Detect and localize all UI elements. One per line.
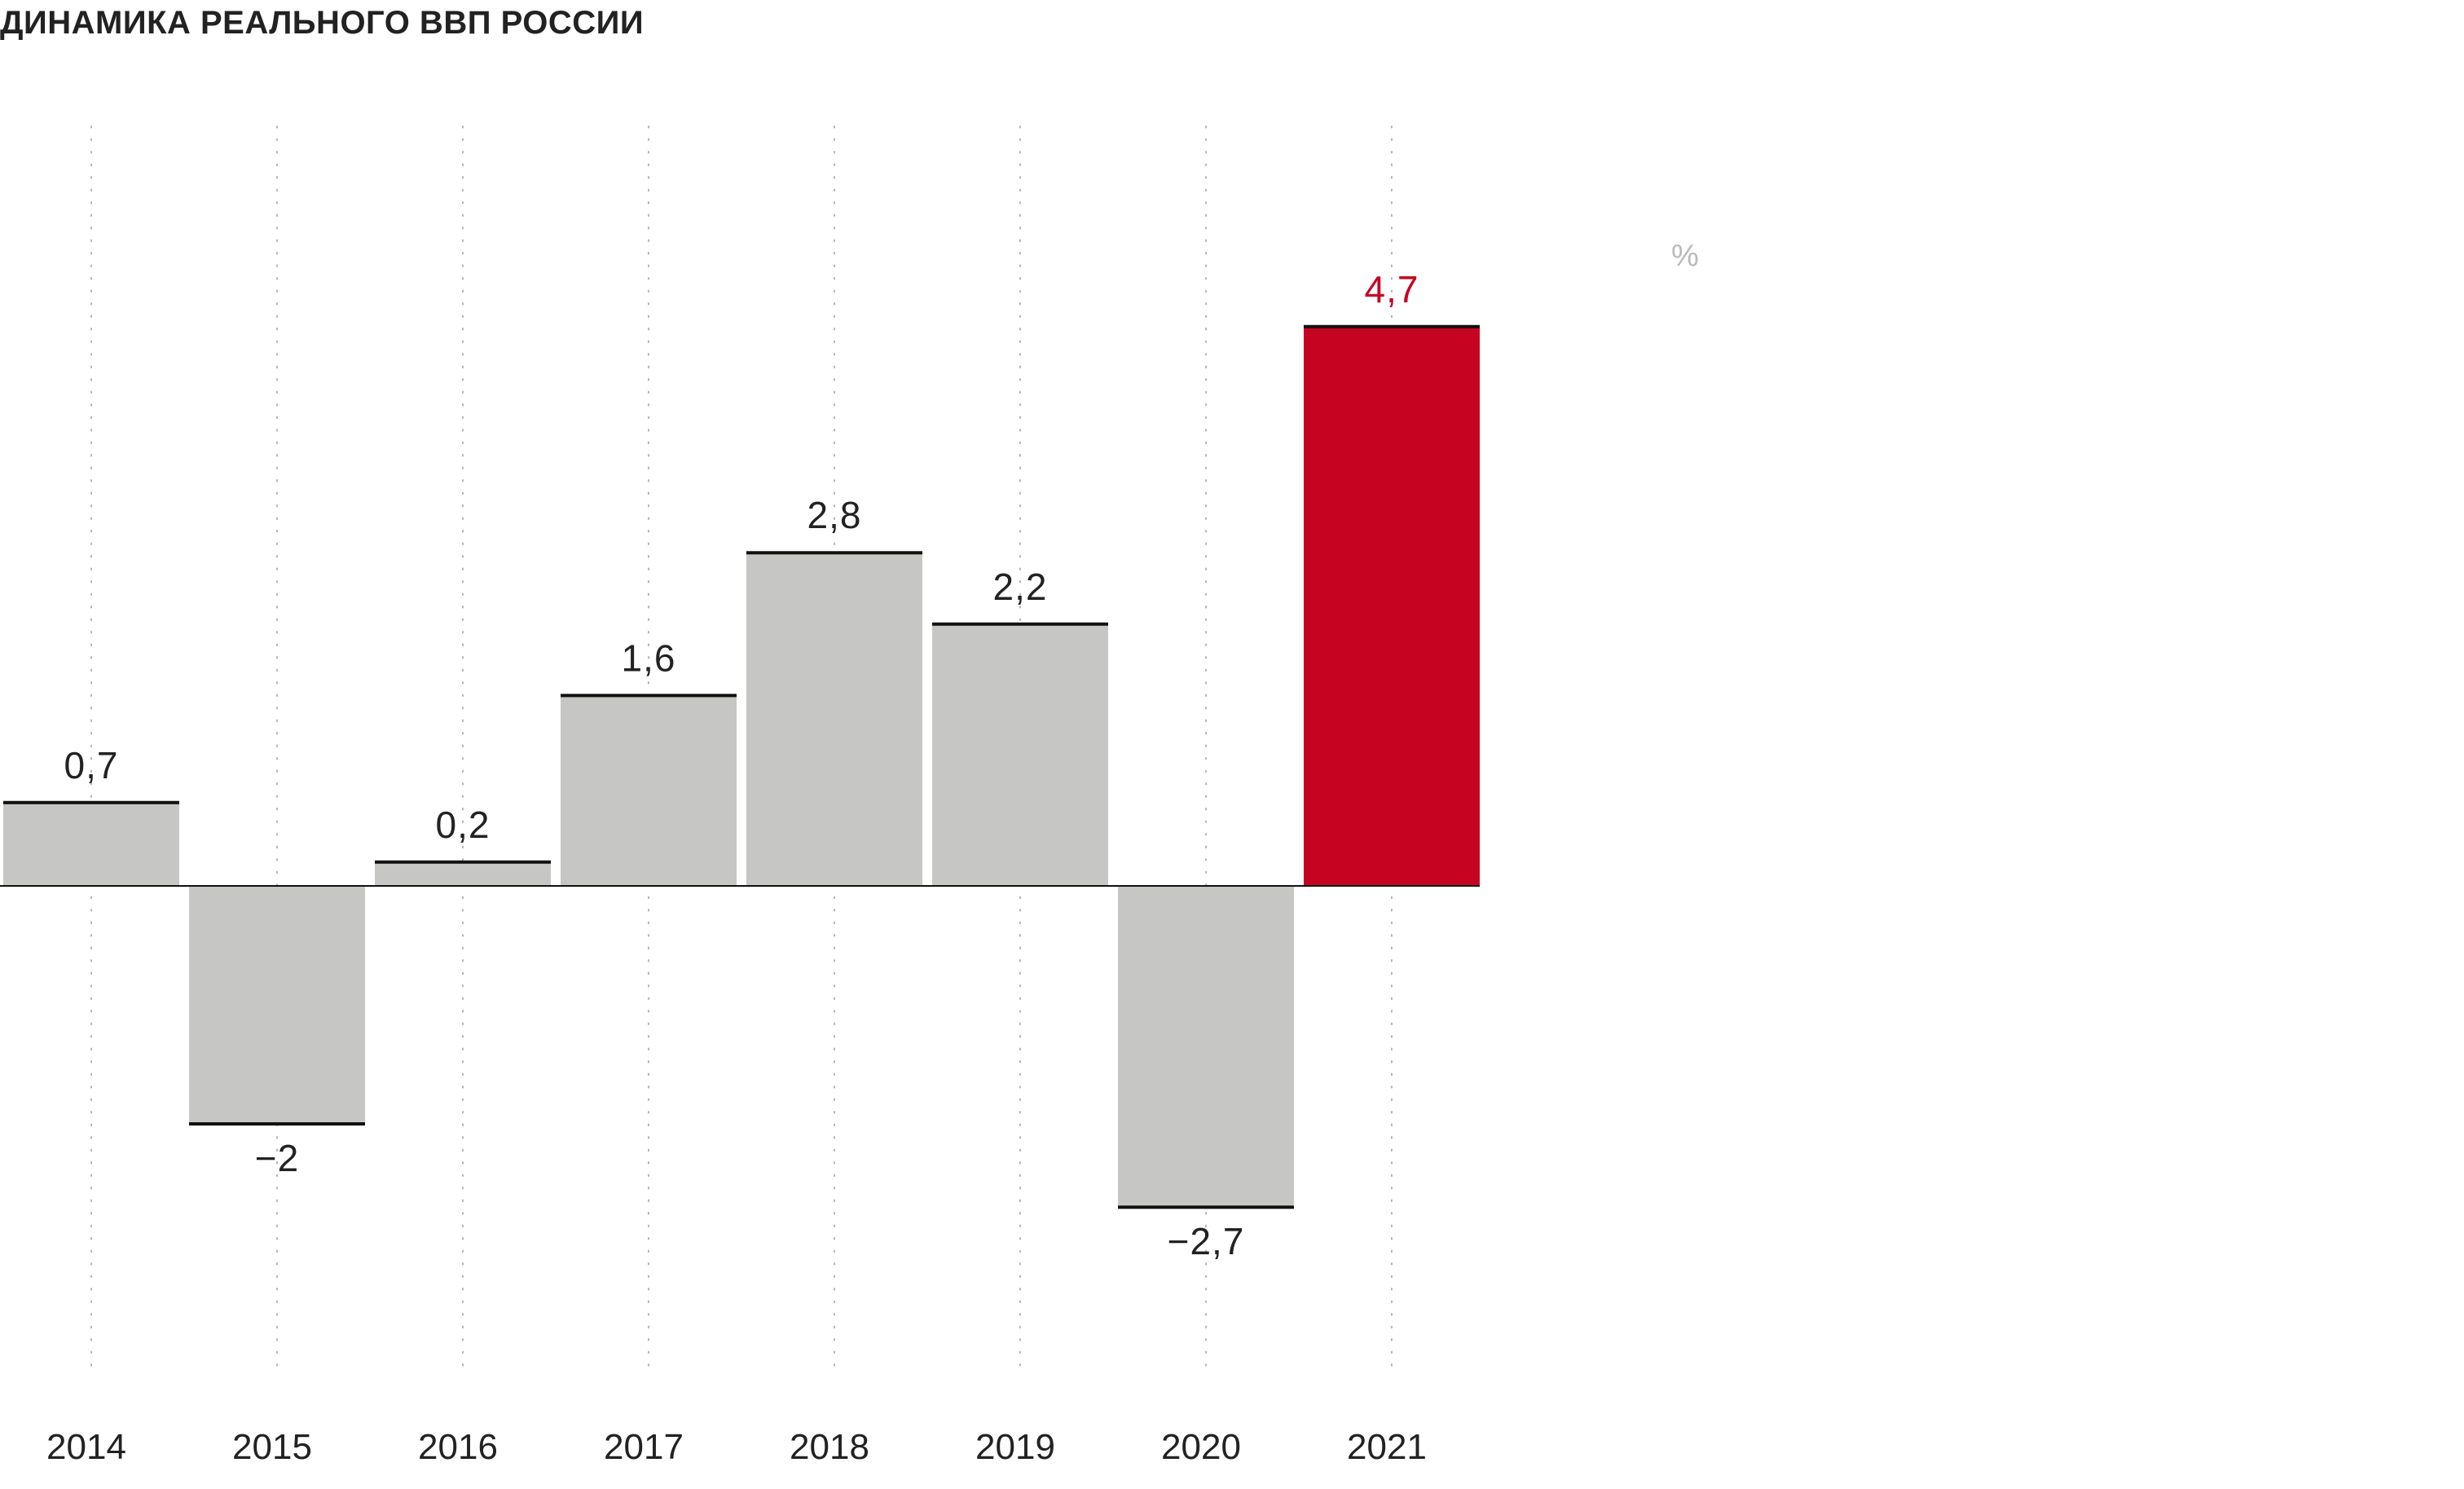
x-tick-label: 2016 — [418, 1427, 498, 1467]
x-tick-label: 2019 — [975, 1427, 1055, 1467]
x-tick-label: 2018 — [790, 1427, 869, 1467]
value-label: −2,7 — [1168, 1220, 1245, 1262]
x-axis-ticks: 2014 2015 2016 2017 2018 2019 2020 2021 — [46, 1427, 1427, 1467]
bar — [932, 623, 1108, 886]
x-tick-label: 2017 — [604, 1427, 684, 1467]
x-tick-label: 2014 — [46, 1427, 126, 1467]
x-tick-label: 2020 — [1161, 1427, 1241, 1467]
bar — [561, 695, 737, 886]
bar — [746, 553, 922, 886]
bar — [1304, 326, 1480, 886]
value-label: 2,8 — [807, 494, 862, 536]
value-label: 4,7 — [1365, 268, 1419, 311]
value-label: 2,2 — [993, 566, 1048, 608]
unit-label: % — [1671, 239, 1699, 273]
bar — [1118, 886, 1294, 1208]
bar — [375, 861, 551, 886]
x-tick-label: 2015 — [232, 1427, 312, 1467]
bars — [3, 324, 1480, 1209]
bar — [3, 802, 179, 886]
value-label: 1,6 — [622, 637, 676, 679]
value-label: −2 — [255, 1137, 299, 1179]
bar — [189, 886, 365, 1124]
value-label: 0,7 — [64, 744, 119, 786]
x-tick-label: 2021 — [1347, 1427, 1427, 1467]
value-label: 0,2 — [436, 804, 491, 846]
chart-title: ДИНАМИКА РЕАЛЬНОГО ВВП РОССИИ — [0, 5, 645, 41]
value-labels: 0,7 −2 0,2 1,6 2,8 2,2 −2,7 4,7 — [64, 268, 1419, 1262]
